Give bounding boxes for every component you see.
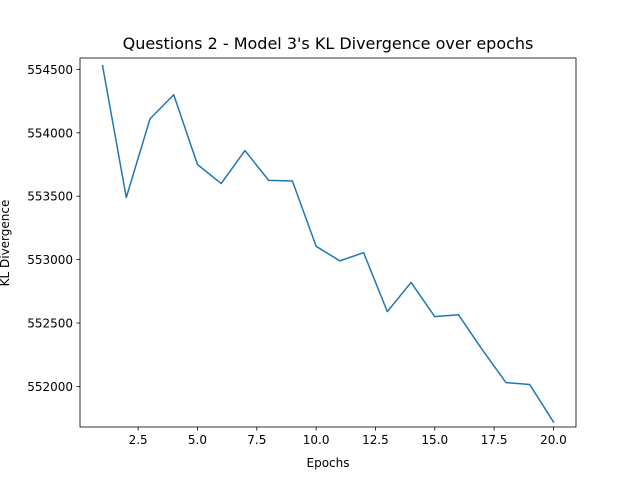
- y-tick-label: 553000: [27, 253, 73, 267]
- x-axis: 2.5 5.0 7.5 10.0 12.5 15.0 17.5 20.0: [129, 427, 567, 447]
- x-tick-label: 17.5: [481, 433, 508, 447]
- chart-title: Questions 2 - Model 3's KL Divergence ov…: [123, 34, 534, 53]
- y-tick-label: 552000: [27, 380, 73, 394]
- y-axis: 552000 552500 553000 553500 554000 554500: [27, 63, 80, 394]
- series-line-0: [101, 64, 555, 423]
- x-tick-label: 15.0: [421, 433, 448, 447]
- x-axis-label: Epochs: [307, 456, 350, 470]
- y-tick-label: 553500: [27, 190, 73, 204]
- x-tick-label: 7.5: [247, 433, 266, 447]
- y-tick-label: 554500: [27, 63, 73, 77]
- x-tick-label: 10.0: [303, 433, 330, 447]
- axes-frame: [79, 57, 577, 428]
- y-tick-label: 554000: [27, 126, 73, 140]
- x-tick-label: 2.5: [129, 433, 148, 447]
- y-axis-label: KL Divergence: [0, 200, 12, 287]
- x-tick-label: 5.0: [188, 433, 207, 447]
- x-tick-label: 20.0: [540, 433, 567, 447]
- plot-area: [79, 57, 577, 428]
- x-tick-label: 12.5: [362, 433, 389, 447]
- y-tick-label: 552500: [27, 317, 73, 331]
